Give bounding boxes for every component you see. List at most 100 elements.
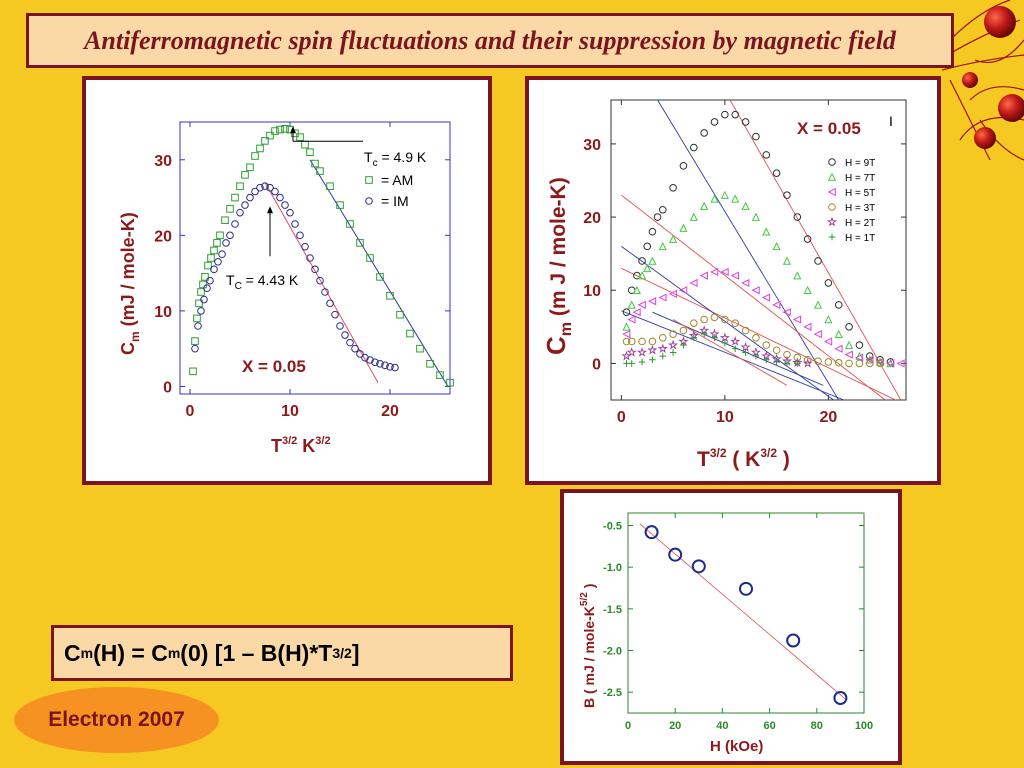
data-point (286, 208, 294, 217)
chart-panel-field: 0 10 20 0 10 20 30 T3/2 ( K3/2 ) Cm (m J / mole-… (525, 76, 941, 485)
data-point (772, 300, 781, 309)
data-point (197, 307, 205, 315)
data-point (226, 205, 234, 213)
data-point (632, 285, 641, 295)
y-tick-label: 30 (583, 137, 601, 154)
legend-marker (827, 172, 837, 181)
tc-am-base: T (364, 149, 373, 165)
data-point (731, 319, 740, 327)
data-point (195, 299, 203, 308)
data-point (710, 194, 719, 203)
tc-am-arrowhead (290, 126, 296, 134)
y-tick-label: -0.5 (603, 521, 622, 533)
data-point (668, 547, 683, 562)
plot-frame (179, 121, 451, 395)
x-tick-label: 0 (617, 409, 626, 426)
data-point (731, 345, 739, 353)
data-point (643, 263, 652, 273)
data-point (845, 323, 853, 331)
data-point (636, 347, 648, 357)
data-point (741, 201, 750, 210)
data-point (632, 308, 641, 317)
data-point (741, 118, 750, 126)
data-point (426, 359, 434, 368)
data-point (251, 152, 259, 160)
data-point (669, 184, 677, 192)
conference-label: Electron 2007 (48, 708, 185, 731)
data-point (802, 358, 813, 368)
data-point (876, 357, 885, 366)
data-point (406, 329, 414, 338)
data-point (752, 132, 760, 141)
data-point (679, 162, 688, 170)
data-point (700, 330, 708, 338)
data-point (281, 125, 289, 133)
data-point (204, 261, 212, 270)
data-point (199, 280, 207, 289)
y-tick-label: -1.5 (603, 604, 622, 616)
data-point (783, 191, 791, 199)
data-point (256, 183, 264, 192)
formula-bracket: (0) [1 – B(H)*T (180, 639, 333, 666)
cursor-marker: I (889, 113, 893, 129)
data-point (296, 133, 304, 141)
x-axis-label-sup: 3/2 (282, 435, 297, 447)
data-point (752, 334, 760, 342)
data-point (803, 355, 812, 364)
data-point (793, 271, 802, 280)
data-point (356, 239, 364, 247)
data-point (845, 359, 853, 368)
plot-frame (610, 99, 907, 401)
data-point (762, 227, 771, 236)
data-point (773, 358, 780, 366)
formula-c: C (64, 639, 81, 666)
data-point (658, 334, 667, 342)
y-tick-label: 20 (583, 210, 601, 227)
data-point (824, 279, 833, 287)
data-point (658, 293, 667, 302)
data-point (316, 167, 324, 175)
y-axis-label-sub: m (128, 331, 142, 342)
data-point (700, 315, 708, 324)
x-tick-label: 40 (716, 720, 728, 732)
x-axis-label-tail: ) (777, 448, 790, 471)
fit-line (621, 194, 886, 401)
data-point (381, 361, 389, 370)
y-axis-label: B ( mJ / mole-K5/2 ) (579, 584, 597, 708)
data-point (643, 242, 652, 251)
data-point (721, 339, 729, 347)
data-point (710, 118, 719, 126)
series-h7t (622, 190, 895, 368)
data-point (657, 343, 668, 354)
data-point (396, 310, 404, 319)
tc-am-sub: c (373, 158, 378, 169)
data-point (659, 352, 667, 360)
x-composition-label: X = 0.05 (797, 119, 861, 138)
legend-label-am: = AM (381, 172, 413, 188)
data-point (189, 367, 197, 376)
data-point (700, 201, 709, 210)
data-point (376, 359, 384, 368)
data-point (213, 239, 221, 247)
y-axis-label-base: C (118, 342, 138, 355)
formula-end: ] (351, 639, 360, 666)
data-point (824, 358, 833, 366)
data-point (231, 220, 239, 228)
data-point (762, 356, 770, 364)
data-point (679, 223, 688, 232)
data-point (311, 159, 319, 168)
x-axis-label: T3/2 ( K3/2 ) (697, 446, 790, 471)
x-axis-label-unit: K (297, 436, 315, 456)
data-point (762, 151, 771, 159)
data-point (251, 187, 259, 196)
data-point (794, 360, 801, 367)
data-point (751, 212, 761, 221)
data-point (222, 239, 230, 247)
data-point (690, 334, 698, 342)
data-point (386, 363, 394, 371)
data-point (271, 187, 279, 196)
data-point (351, 344, 359, 353)
x-axis-label: T3/2 K3/2 (271, 435, 331, 456)
data-point (648, 337, 657, 346)
data-point (241, 171, 249, 179)
